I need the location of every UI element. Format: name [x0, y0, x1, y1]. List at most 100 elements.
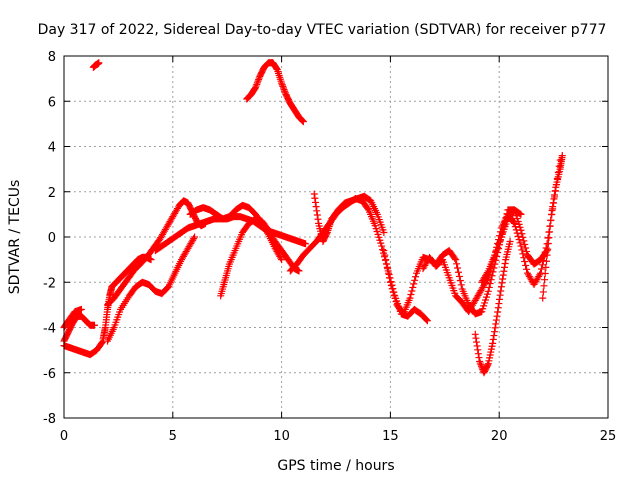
y-tick-label: 8: [48, 50, 56, 65]
data-point: [546, 222, 554, 230]
data-point: [280, 86, 288, 94]
data-point: [493, 312, 501, 320]
data-point: [494, 304, 502, 312]
series-a: [60, 312, 98, 345]
data-point: [313, 207, 321, 215]
data-point: [278, 81, 286, 89]
data-point: [382, 256, 390, 264]
data-point: [491, 324, 499, 332]
data-point: [494, 308, 502, 316]
data-point: [410, 280, 418, 288]
series-q: [478, 206, 525, 286]
data-point: [499, 271, 507, 279]
data-point: [191, 233, 199, 241]
x-tick-label: 25: [600, 429, 617, 444]
data-point: [255, 76, 263, 84]
data-point: [313, 211, 321, 219]
data-point: [549, 203, 557, 211]
series-p: [471, 238, 514, 377]
data-point: [385, 269, 393, 277]
series-d: [89, 59, 103, 71]
data-point: [539, 294, 547, 302]
data-point: [496, 295, 504, 303]
data-point: [312, 203, 320, 211]
data-point: [379, 246, 387, 254]
data-point: [492, 320, 500, 328]
data-point: [509, 218, 517, 226]
data-point: [456, 277, 464, 285]
data-point: [519, 233, 527, 241]
x-axis-label: GPS time / hours: [277, 458, 394, 474]
y-tick-label: -6: [43, 367, 56, 382]
data-point: [473, 338, 481, 346]
data-point: [299, 118, 307, 126]
data-point: [484, 361, 492, 369]
data-point: [98, 338, 106, 346]
data-point: [412, 273, 420, 281]
data-point: [311, 194, 319, 202]
data-point: [520, 254, 528, 262]
data-point: [547, 216, 555, 224]
data-point: [541, 276, 549, 284]
data-point: [498, 279, 506, 287]
data-point: [380, 228, 388, 236]
axis-ticks: 0 5 10 15 20 25 -8 -6 -4 -2 0 2 4 6 8: [43, 50, 616, 444]
data-point: [310, 190, 318, 198]
data-point: [542, 263, 550, 271]
data-point: [517, 242, 525, 250]
data-point: [522, 261, 530, 269]
data-point: [407, 291, 415, 299]
data-point: [541, 270, 549, 278]
data-point: [477, 361, 485, 369]
data-point: [516, 210, 524, 218]
data-point: [451, 254, 459, 262]
data-point: [406, 294, 414, 302]
y-tick-label: 0: [48, 231, 56, 246]
data-point: [511, 223, 519, 231]
data-point: [299, 117, 307, 125]
data-point: [551, 187, 559, 195]
y-tick-label: -2: [43, 276, 56, 291]
series-k: [243, 59, 307, 126]
data-point: [387, 281, 395, 289]
data-point: [539, 288, 547, 296]
data-point: [298, 116, 306, 124]
data-point: [380, 247, 388, 255]
data-point: [474, 346, 482, 354]
data-point: [539, 257, 547, 265]
series-g: [104, 233, 199, 345]
data-point: [515, 236, 523, 244]
data-point: [279, 82, 287, 90]
data-point: [510, 219, 518, 227]
data-point: [489, 339, 497, 347]
data-point: [422, 316, 430, 324]
data-point: [536, 271, 544, 279]
data-point: [484, 287, 492, 295]
data-point: [495, 300, 503, 308]
data-point: [254, 77, 262, 85]
data-point: [386, 278, 394, 286]
y-tick-label: -4: [43, 322, 56, 337]
data-point: [506, 238, 514, 246]
x-tick-label: 10: [273, 429, 290, 444]
x-tick-label: 20: [491, 429, 508, 444]
data-point: [545, 234, 553, 242]
data-point: [95, 59, 103, 67]
data-point: [452, 256, 460, 264]
data-point: [543, 251, 551, 259]
data-point: [381, 251, 389, 259]
x-tick-label: 0: [60, 429, 68, 444]
data-point: [454, 268, 462, 276]
data-point: [390, 291, 398, 299]
data-point: [483, 269, 491, 277]
data-point: [383, 260, 391, 268]
data-point: [491, 328, 499, 336]
data-point: [388, 285, 396, 293]
data-point: [302, 240, 310, 248]
data-point: [521, 258, 529, 266]
data-point: [514, 232, 522, 240]
data-point: [489, 335, 497, 343]
data-point: [364, 205, 372, 213]
data-point: [499, 275, 507, 283]
data-point: [453, 260, 461, 268]
